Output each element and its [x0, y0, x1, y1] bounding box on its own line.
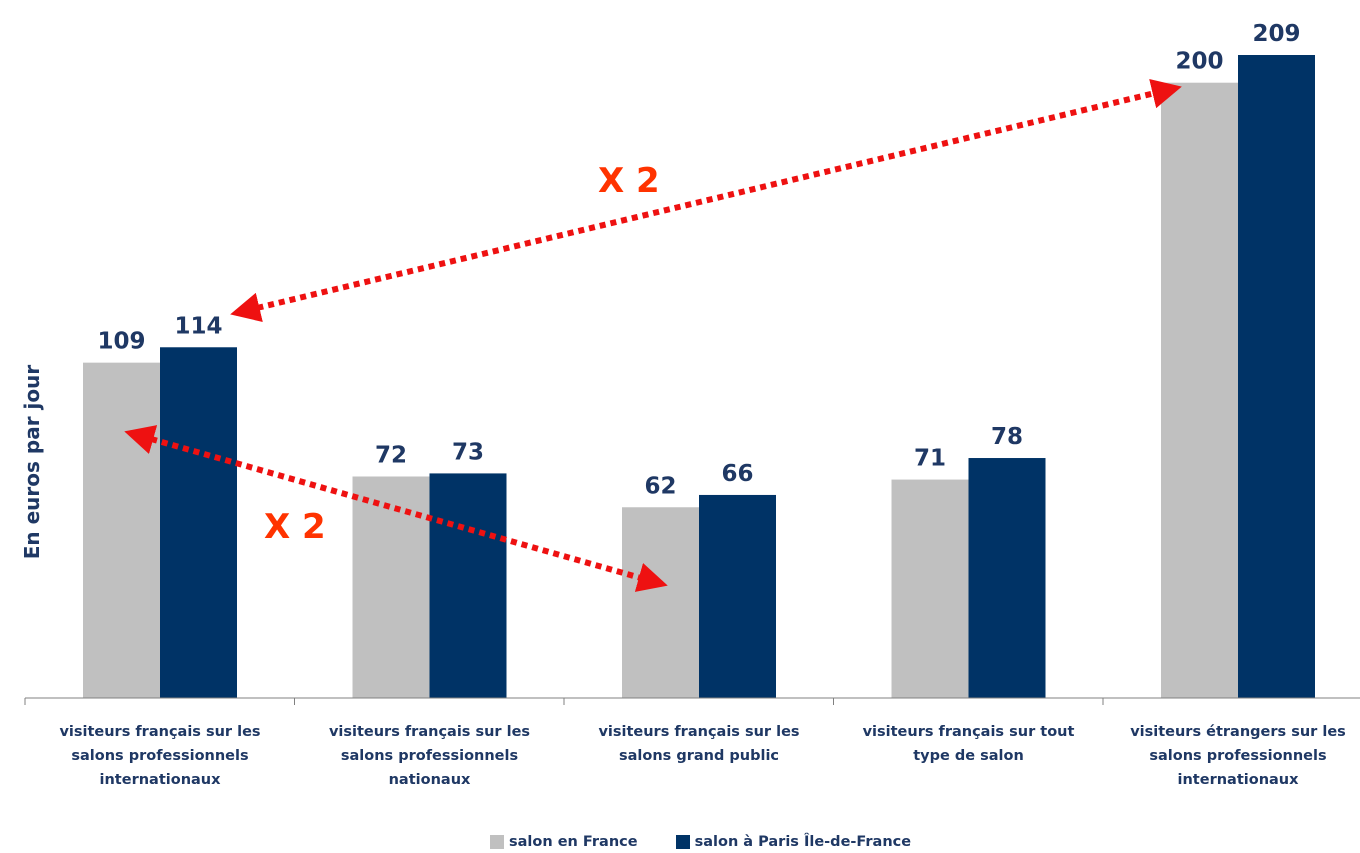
- y-axis-label: En euros par jour: [20, 364, 44, 560]
- arrow-top: [230, 78, 1182, 323]
- legend-swatch-paris: [675, 835, 690, 849]
- bars-group: [83, 55, 1315, 699]
- data-label-series2-cat5: 209: [1252, 21, 1300, 47]
- data-label-series2-cat3: 66: [721, 461, 753, 487]
- category-label-2: visiteurs français sur les salons profes…: [328, 724, 531, 788]
- data-label-series2-cat1: 114: [174, 313, 222, 339]
- data-label-series1-cat5: 200: [1175, 49, 1223, 75]
- data-label-series1-cat2: 72: [375, 442, 407, 468]
- category-label-1: visiteurs français sur les salons profes…: [59, 724, 261, 788]
- annotation-top: X 2: [598, 161, 660, 201]
- data-label-series1-cat1: 109: [97, 329, 145, 355]
- data-label-series1-cat3: 62: [644, 473, 676, 499]
- annotation-bottom: X 2: [264, 507, 326, 547]
- legend-swatch-france: [490, 835, 504, 849]
- data-label-series2-cat4: 78: [991, 424, 1023, 450]
- value-labels: 109 114 72 73 62 66 71 78 200 209: [97, 21, 1300, 499]
- x-axis-ticks: [24, 698, 1104, 705]
- category-label-4: visiteurs français sur tout type de salo…: [862, 724, 1075, 764]
- bar-series1-cat5: [1161, 82, 1238, 699]
- bar-series2-cat1: [160, 347, 237, 698]
- bar-series2-cat2: [429, 473, 507, 698]
- data-label-series1-cat4: 71: [914, 446, 946, 472]
- legend-label-france: salon en France: [509, 834, 638, 850]
- bar-series2-cat5: [1238, 55, 1315, 698]
- bar-series1-cat2: [352, 476, 430, 698]
- bar-series2-cat4: [968, 458, 1046, 698]
- legend-item-paris: salon à Paris Île-de-France: [675, 834, 912, 850]
- legend-item-france: salon en France: [490, 834, 638, 850]
- category-label-3: visiteurs français sur les salons grand …: [598, 724, 800, 764]
- data-label-series2-cat2: 73: [452, 439, 484, 465]
- bar-series1-cat3: [622, 507, 699, 698]
- bar-series2-cat3: [699, 494, 776, 698]
- bar-series1-cat1: [83, 362, 160, 698]
- bar-series1-cat4: [891, 479, 969, 698]
- arrow-bottom: [124, 425, 668, 592]
- legend: salon en France salon à Paris Île-de-Fra…: [490, 834, 949, 850]
- category-label-5: visiteurs étrangers sur les salons profe…: [1130, 724, 1346, 788]
- legend-label-paris: salon à Paris Île-de-France: [694, 834, 912, 850]
